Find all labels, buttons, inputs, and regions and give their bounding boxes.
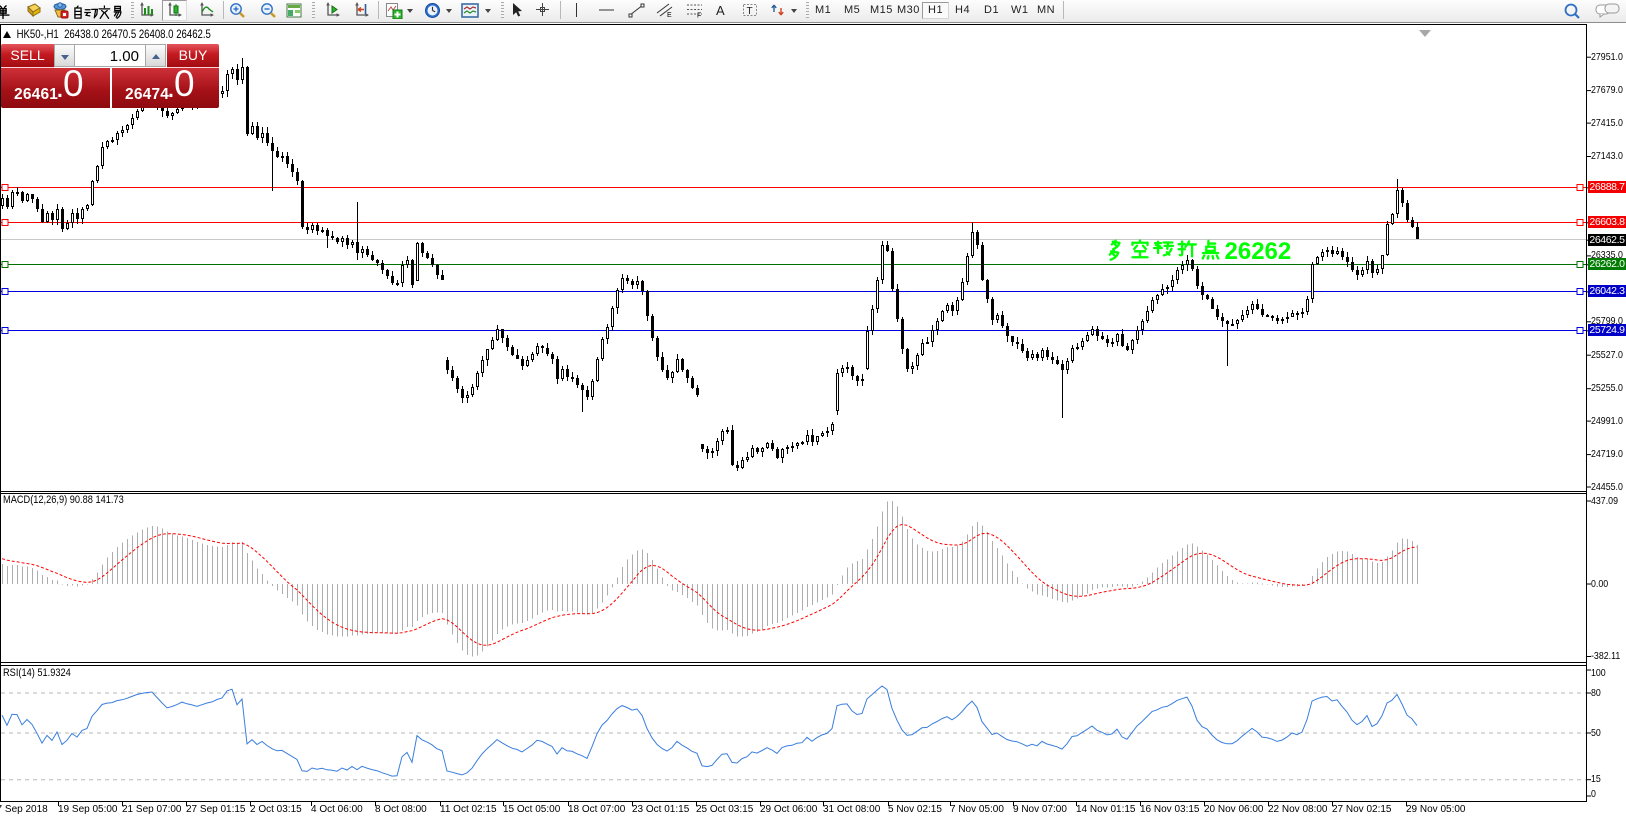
svg-text:F: F (697, 13, 701, 19)
svg-text:T: T (747, 6, 753, 17)
svg-text:E: E (667, 12, 672, 18)
svg-text:A: A (716, 3, 725, 18)
svg-text:26262: 26262 (1225, 238, 1292, 265)
